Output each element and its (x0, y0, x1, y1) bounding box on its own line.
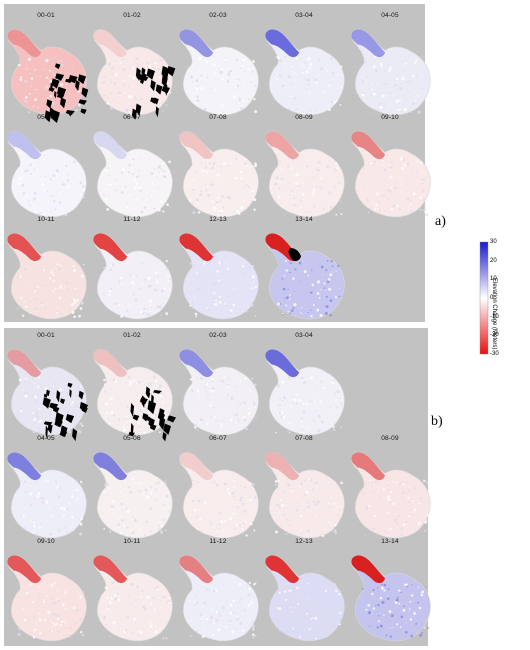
elevation-map: 06-07 (90, 112, 174, 220)
glacier-shape (265, 131, 345, 218)
elevation-map: 08-09 (262, 112, 346, 220)
legend-tick-label: -20 (490, 332, 499, 339)
map-period-label: 10-11 (37, 216, 55, 223)
glacier-shape (7, 29, 89, 124)
legend-title: Elevation Change (Meters) (491, 278, 497, 350)
elevation-map: 04-05 (4, 433, 88, 541)
map-period-label: 03-04 (295, 332, 313, 339)
elevation-map: 08-09 (348, 433, 432, 541)
glacier-shape (93, 349, 177, 442)
elevation-map: 09-10 (348, 112, 432, 220)
map-period-label: 09-10 (37, 538, 55, 545)
elevation-map: 10-11 (90, 536, 174, 644)
elevation-map: 05-06 (4, 112, 88, 220)
map-period-label: 09-10 (381, 114, 399, 121)
elevation-map: 11-12 (176, 536, 260, 644)
glacier-shape (7, 131, 87, 218)
elevation-map: 02-03 (176, 10, 260, 118)
map-period-label: 01-02 (123, 12, 141, 19)
map-period-label: 07-08 (209, 114, 227, 121)
glacier-shape (265, 29, 345, 116)
legend-tick-label: -10 (490, 313, 499, 320)
glacier-shape (265, 452, 345, 539)
glacier-shape (351, 131, 431, 218)
elevation-map: 13-14 (348, 536, 432, 644)
glacier-shape (93, 131, 173, 218)
map-period-label: 08-09 (295, 114, 313, 121)
map-period-label: 02-03 (209, 332, 227, 339)
map-period-label: 13-14 (295, 216, 313, 223)
color-legend: 30 20 10 0 -10 -20 -30 Elevation Change (Meter… (470, 236, 528, 362)
glacier-shape (93, 233, 173, 320)
elevation-map: 11-12 (90, 214, 174, 322)
panel-a-label: a) (435, 214, 446, 229)
legend-tick-label: 0 (490, 295, 494, 301)
glacier-shape (93, 555, 173, 642)
elevation-map: 01-02 (90, 330, 177, 442)
legend-colorbar (479, 241, 489, 355)
elevation-map: 12-13 (176, 214, 260, 322)
map-period-label: 00-01 (37, 12, 55, 19)
map-period-label: 04-05 (37, 435, 55, 442)
map-period-label: 04-05 (381, 12, 399, 19)
elevation-map: 00-01 (4, 330, 89, 442)
map-period-label: 00-01 (37, 332, 55, 339)
glacier-shape (265, 349, 345, 436)
legend-tick-label: 30 (490, 239, 497, 245)
glacier-shape (179, 131, 259, 218)
map-period-label: 06-07 (209, 435, 227, 442)
legend-tick-label: -30 (490, 351, 499, 357)
glacier-shape (7, 555, 87, 642)
elevation-map: 07-08 (262, 433, 346, 541)
elevation-map: 06-07 (176, 433, 260, 541)
elevation-map: 03-04 (262, 330, 346, 438)
panel-b-label: b) (431, 414, 443, 429)
glacier-shape (93, 29, 176, 120)
elevation-map: 10-11 (4, 214, 88, 322)
elevation-map: 05-06 (90, 433, 174, 541)
glacier-shape (179, 349, 259, 436)
elevation-map: 02-03 (176, 330, 260, 438)
elevation-map: 04-05 (348, 10, 432, 118)
glacier-shape (179, 555, 259, 642)
glacier-shape (93, 452, 173, 539)
map-period-label: 05-06 (123, 435, 141, 442)
map-period-label: 06-07 (123, 114, 141, 121)
map-period-label: 11-12 (209, 538, 227, 545)
map-period-label: 11-12 (123, 216, 141, 223)
elevation-map: 03-04 (262, 10, 346, 118)
glacier-shape (7, 452, 87, 539)
elevation-map: 01-02 (90, 10, 176, 120)
elevation-map: 07-08 (176, 112, 260, 220)
glacier-shape (7, 349, 89, 442)
map-period-label: 08-09 (381, 435, 399, 442)
glacier-shape (179, 452, 259, 539)
map-period-label: 13-14 (381, 538, 399, 545)
map-period-label: 02-03 (209, 12, 227, 19)
glacier-shape (351, 452, 431, 539)
elevation-map: 13-14 (262, 214, 346, 322)
glacier-shape (179, 233, 259, 320)
elevation-map: 12-13 (262, 536, 346, 644)
glacier-shape (7, 233, 87, 320)
panel-a: 00-01 01-02 02-03 03-04 04-05 05-06 06-07 07-08… (4, 4, 431, 322)
glacier-shape (265, 233, 345, 320)
panel-b: 00-01 01-02 02-03 03-04 04-05 05-06 06-07 07-08… (4, 328, 431, 646)
glacier-shape (351, 555, 431, 642)
map-period-label: 12-13 (295, 538, 313, 545)
map-period-label: 07-08 (295, 435, 313, 442)
glacier-shape (179, 29, 259, 116)
elevation-map: 00-01 (4, 10, 89, 124)
legend-tick-label: 10 (490, 276, 497, 283)
glacier-shape (265, 555, 345, 642)
legend-tick-label: 20 (490, 257, 497, 264)
glacier-shape (351, 29, 431, 116)
map-period-label: 03-04 (295, 12, 313, 19)
map-period-label: 01-02 (123, 332, 141, 339)
map-period-label: 05-06 (37, 114, 55, 121)
map-period-label: 12-13 (209, 216, 227, 223)
elevation-map: 09-10 (4, 536, 88, 644)
map-period-label: 10-11 (123, 538, 141, 545)
